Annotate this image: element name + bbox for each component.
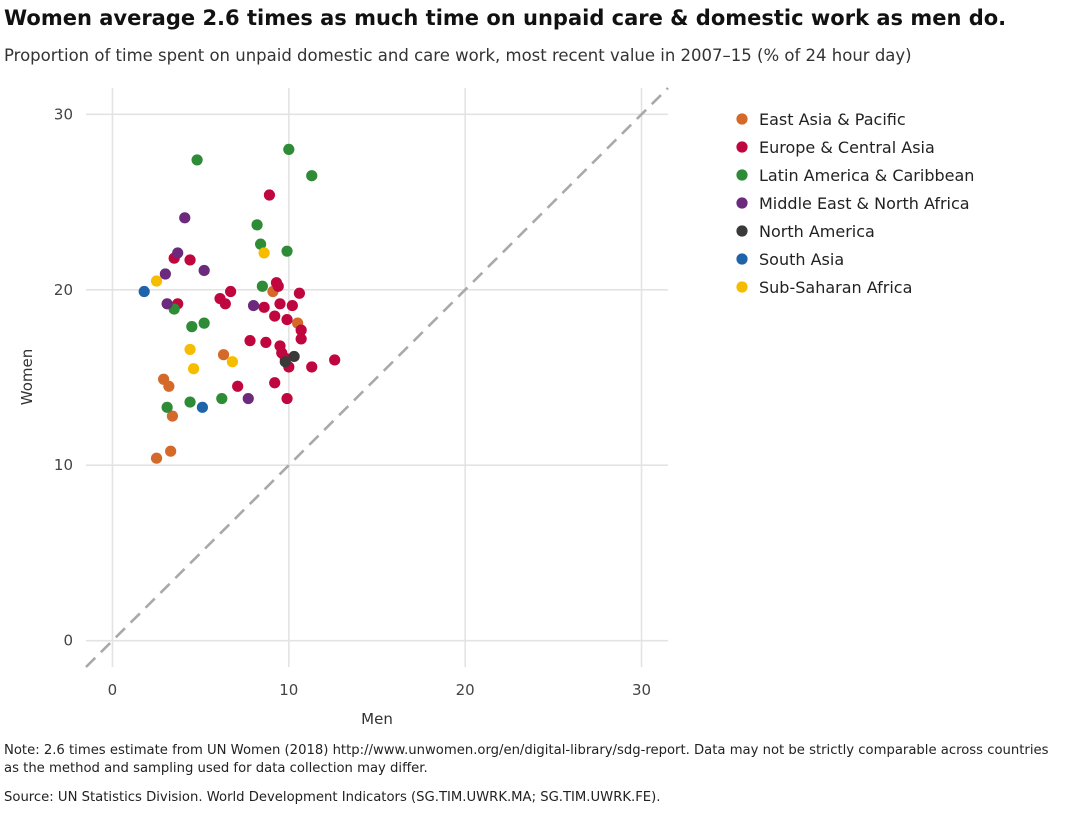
data-point [217,349,230,361]
legend-swatch [736,141,748,153]
scatter-chart: 0 10 20 30 0 10 20 30 Men Women East Asia & Pac… [18,87,974,728]
data-point [293,287,305,299]
legend-swatch [736,113,748,125]
legend-label: Latin America & Caribbean [759,166,974,185]
chart-subtitle: Proportion of time spent on unpaid domes… [4,46,912,65]
legend-label: Middle East & North Africa [759,194,970,213]
data-point [260,336,272,349]
x-tick-label: 30 [632,681,651,699]
data-point [272,280,284,292]
chart-title: Women average 2.6 times as much time on … [4,6,1007,30]
data-point [186,321,198,333]
data-point [244,335,256,347]
data-point [161,298,173,310]
data-point [150,452,163,464]
reference-line-layer [85,87,669,668]
ticks-layer: 0 10 20 30 0 10 20 30 [54,105,651,699]
legend-swatch [736,225,748,237]
data-point [281,314,293,326]
data-point [226,356,238,368]
y-tick-label: 30 [54,105,73,123]
data-point [274,298,286,310]
data-point [225,285,237,298]
legend-label: North America [759,222,875,241]
x-tick-label: 0 [108,681,118,699]
chart-note: Note: 2.6 times estimate from UN Women (… [4,743,1049,776]
legend: East Asia & Pacific Europe & Central Asia… [736,110,974,297]
data-point [269,310,281,322]
legend-label: South Asia [759,250,844,269]
legend-swatch [736,253,748,265]
x-tick-label: 10 [279,681,298,699]
data-point [198,264,210,277]
y-axis-title: Women [18,349,36,405]
y-tick-label: 20 [54,281,73,299]
grid-layer [86,88,668,667]
data-point [150,275,163,287]
data-point [295,333,307,345]
data-point [166,410,179,422]
data-point [198,317,210,329]
legend-label: Europe & Central Asia [759,138,935,157]
data-point [295,324,307,336]
data-point [306,361,318,373]
data-point [255,238,267,250]
data-point [288,350,300,363]
data-point [219,298,231,310]
x-axis-title: Men [361,710,393,728]
data-point [184,343,196,356]
data-point [184,396,196,408]
y-tick-label: 10 [54,456,73,474]
data-point [232,380,244,392]
data-point [191,154,203,166]
data-point [258,247,270,259]
data-point [138,285,150,298]
legend-swatch [736,281,748,293]
legend-swatch [736,169,748,181]
chart-source: Source: UN Statistics Division. World De… [4,790,661,805]
data-point [258,301,270,313]
data-point [165,445,177,457]
data-point [256,280,268,292]
data-point [187,363,200,375]
data-point [242,392,254,405]
legend-swatch [736,197,748,209]
data-point [163,380,175,392]
data-point [196,401,208,413]
reference-line [85,87,669,668]
x-tick-label: 20 [456,681,475,699]
data-point [281,245,293,257]
data-point [279,356,291,368]
data-point [251,219,263,231]
legend-label: Sub-Saharan Africa [759,278,912,297]
legend-label: East Asia & Pacific [759,110,906,129]
data-point [184,254,196,266]
data-point [179,212,191,224]
data-point [247,299,260,312]
data-point [283,143,295,156]
data-point [161,401,173,413]
data-point [216,392,228,405]
data-point [286,299,298,312]
data-point [263,189,276,201]
points-layer [138,143,341,464]
data-point [281,392,293,405]
data-point [269,377,281,389]
data-point [172,247,184,259]
data-point [159,268,171,280]
data-point [306,170,318,182]
data-point [329,354,341,366]
y-tick-label: 0 [63,632,73,650]
